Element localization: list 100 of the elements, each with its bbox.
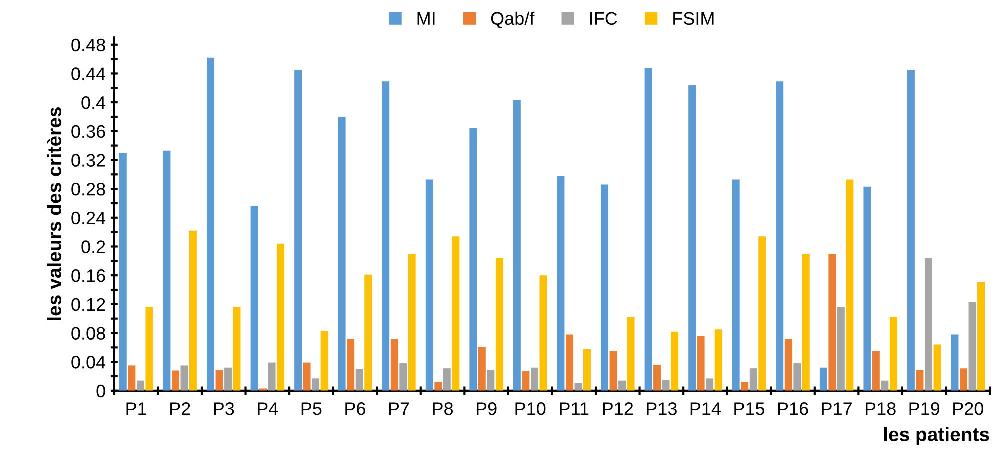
bar: [320, 331, 328, 391]
bar: [741, 382, 749, 391]
x-tick-label: P12: [603, 402, 634, 416]
bar: [688, 85, 696, 391]
x-tick-label: P11: [560, 402, 589, 416]
x-tick-label: P8: [433, 402, 454, 416]
y-tick-label: 0.44: [72, 68, 106, 80]
legend-label: IFC: [590, 12, 618, 26]
bar: [452, 236, 460, 391]
y-tick-label: 0.48: [72, 38, 106, 52]
x-tick-label: P19: [910, 402, 940, 416]
bar: [758, 236, 766, 391]
bar: [119, 153, 127, 391]
x-tick-label: P10: [516, 402, 546, 416]
bar: [750, 368, 758, 391]
bar: [513, 100, 521, 391]
bar: [233, 307, 241, 391]
bar: [224, 368, 232, 391]
bar: [163, 150, 171, 391]
bar: [434, 382, 442, 391]
bar: [934, 344, 942, 391]
bar: [960, 368, 968, 391]
bar: [496, 258, 504, 391]
bar: [487, 370, 495, 391]
y-tick-label: 0.4: [82, 96, 106, 110]
x-tick-label: P4: [258, 402, 278, 416]
bar: [671, 332, 679, 391]
x-tick-label: P7: [389, 402, 410, 416]
x-tick-label: P20: [954, 402, 984, 416]
x-tick-label: P5: [302, 402, 322, 416]
x-tick-label: P15: [734, 402, 765, 416]
bar: [837, 307, 845, 391]
bar: [268, 362, 276, 391]
legend-label: FSIM: [674, 12, 714, 26]
x-tick-label: P1: [126, 402, 146, 416]
bar: [128, 366, 136, 391]
bar: [776, 82, 784, 391]
bar: [136, 380, 144, 391]
bar: [146, 307, 154, 391]
bar: [303, 362, 311, 391]
bar: [732, 180, 740, 391]
x-tick-label: P16: [778, 402, 808, 416]
bar: [190, 230, 197, 391]
bar: [802, 254, 810, 391]
bar: [584, 349, 591, 391]
bar: [662, 380, 670, 391]
bar: [846, 180, 854, 391]
bar: [566, 334, 574, 391]
y-tick-label: 0.28: [72, 183, 106, 196]
y-tick-label: 0.16: [72, 270, 106, 282]
bar: [522, 371, 530, 391]
bar: [601, 184, 608, 391]
bar: [400, 364, 408, 391]
bar: [216, 370, 224, 391]
bar: [277, 244, 285, 391]
y-tick-label: 0.36: [72, 125, 106, 138]
bar: [250, 206, 258, 391]
bar: [881, 380, 889, 391]
bar: [916, 370, 924, 391]
y-tick-label: 0.2: [82, 240, 106, 254]
bar: [951, 334, 959, 391]
bar: [540, 276, 548, 391]
y-tick-label: 0.08: [72, 327, 106, 340]
bar: [207, 58, 214, 391]
x-tick-label: P6: [346, 402, 366, 416]
bar: [382, 82, 390, 391]
bar: [872, 351, 880, 391]
y-tick-label: 0.24: [72, 212, 106, 225]
bar: [706, 378, 714, 391]
bar: [478, 346, 486, 391]
bar: [610, 351, 618, 391]
bar: [784, 339, 792, 391]
bar: [312, 378, 320, 391]
bar: [557, 176, 565, 391]
bar: [408, 254, 416, 391]
y-tick-label: 0.32: [72, 154, 106, 167]
bar: [968, 302, 976, 391]
x-tick-label: P13: [647, 402, 677, 416]
bar: [180, 366, 188, 391]
bar: [925, 258, 932, 391]
bar: [347, 339, 355, 391]
bar: [364, 274, 372, 391]
bar: [714, 330, 722, 391]
y-tick-label: 0.04: [72, 356, 106, 369]
legend-label: Qab/f: [491, 12, 535, 28]
x-tick-label: P2: [170, 402, 190, 416]
x-axis-title: les patients: [884, 427, 990, 446]
y-tick-label: 0: [96, 384, 106, 398]
bar: [890, 317, 898, 391]
x-tick-label: P18: [866, 402, 896, 416]
bar: [426, 180, 434, 391]
bar: [697, 336, 705, 391]
bar: [443, 368, 451, 391]
bar: [644, 68, 652, 391]
bar: [820, 368, 828, 391]
y-axis-title: les valeurs des critères: [47, 108, 62, 320]
bar: [627, 317, 635, 391]
bar: [978, 282, 985, 391]
bar: [338, 116, 346, 391]
bar: [618, 380, 626, 391]
